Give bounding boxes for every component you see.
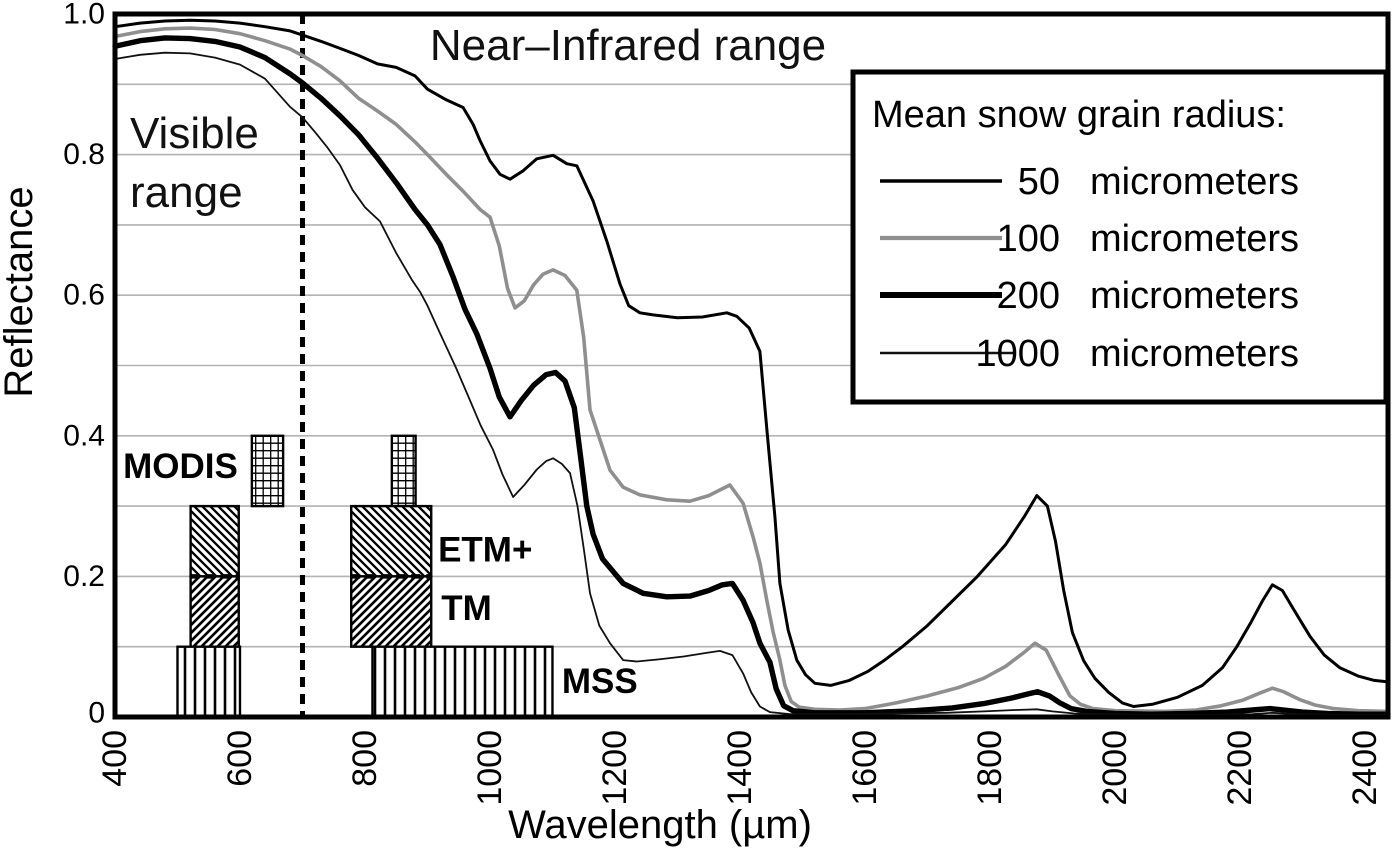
band-box-etmplus <box>350 504 433 578</box>
y-tick-label: 0.4 <box>63 419 105 452</box>
x-axis-tick-labels: 400 600 800 1000 1200 1400 1600 1800 2000 2200 240… <box>96 730 1384 806</box>
sensor-band-labels: MODIS ETM+ TM MSS <box>123 447 638 701</box>
y-tick-label: 0.6 <box>63 279 105 312</box>
legend-unit: micrometers <box>1090 161 1299 203</box>
y-axis-title: Reflectance <box>0 186 41 397</box>
band-box-modis <box>250 434 285 508</box>
gridlines <box>115 83 1388 648</box>
curve-50um <box>113 18 1390 708</box>
band-label-modis: MODIS <box>123 447 238 486</box>
legend-value: 200 <box>997 275 1060 317</box>
x-tick-label: 1200 <box>596 730 634 806</box>
band-box-tm <box>350 575 433 648</box>
x-tick-label: 2200 <box>1221 730 1259 806</box>
legend-unit: micrometers <box>1090 275 1299 317</box>
y-tick-label: 0.2 <box>63 560 105 593</box>
y-tick-label: 1.0 <box>63 0 105 31</box>
x-tick-label: 2400 <box>1346 730 1384 806</box>
reflectance-curves <box>112 18 1391 717</box>
x-axis-title: Wavelength (µm) <box>508 803 812 847</box>
curve-1000um <box>114 51 1389 716</box>
band-box-etmplus <box>189 504 240 578</box>
legend-unit: micrometers <box>1090 218 1299 260</box>
sensor-band-boxes <box>176 434 554 719</box>
y-tick-label: 0.8 <box>63 138 105 171</box>
x-tick-label: 1800 <box>971 730 1009 806</box>
visible-range-label-line2: range <box>130 168 243 217</box>
x-tick-label: 1400 <box>721 730 759 806</box>
legend: Mean snow grain radius: 50 micrometers 100… <box>850 69 1389 405</box>
x-tick-label: 1000 <box>471 730 509 806</box>
legend-value: 1000 <box>975 333 1060 375</box>
x-tick-label: 600 <box>221 730 259 787</box>
x-tick-label: 1600 <box>846 730 884 806</box>
y-axis-tick-labels: 1.0 0.8 0.6 0.4 0.2 0 <box>63 0 105 730</box>
curve-100um <box>113 26 1390 714</box>
legend-title: Mean snow grain radius: <box>872 94 1286 136</box>
band-label-tm: TM <box>441 589 492 628</box>
legend-entries: 50 micrometers 100 micrometers 200 micrometer… <box>880 161 1299 375</box>
band-box-mss <box>176 645 242 719</box>
band-box-modis <box>390 434 417 508</box>
visible-range-label-line1: Visible <box>130 109 259 158</box>
band-box-mss <box>371 645 554 719</box>
near-infrared-range-label: Near–Infrared range <box>430 21 826 70</box>
legend-value: 100 <box>997 218 1060 260</box>
band-box-tm <box>189 575 240 648</box>
legend-value: 50 <box>1018 161 1060 203</box>
curve-200um <box>112 35 1391 717</box>
x-tick-label: 400 <box>96 730 134 787</box>
y-tick-label: 0 <box>88 697 105 730</box>
x-tick-label: 2000 <box>1096 730 1134 806</box>
x-tick-label: 800 <box>346 730 384 787</box>
band-label-etmplus: ETM+ <box>438 531 532 570</box>
legend-unit: micrometers <box>1090 333 1299 375</box>
band-label-mss: MSS <box>562 662 638 701</box>
